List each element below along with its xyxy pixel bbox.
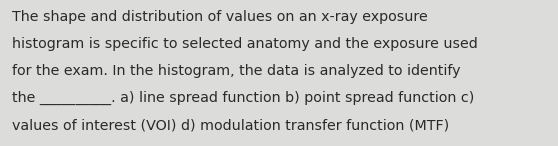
Text: the __________. a) line spread function b) point spread function c): the __________. a) line spread function … xyxy=(12,91,475,105)
Text: for the exam. In the histogram, the data is analyzed to identify: for the exam. In the histogram, the data… xyxy=(12,64,461,78)
Text: values of interest (VOI) d) modulation transfer function (MTF): values of interest (VOI) d) modulation t… xyxy=(12,118,450,132)
Text: The shape and distribution of values on an x-ray exposure: The shape and distribution of values on … xyxy=(12,10,428,24)
Text: histogram is specific to selected anatomy and the exposure used: histogram is specific to selected anatom… xyxy=(12,37,478,51)
